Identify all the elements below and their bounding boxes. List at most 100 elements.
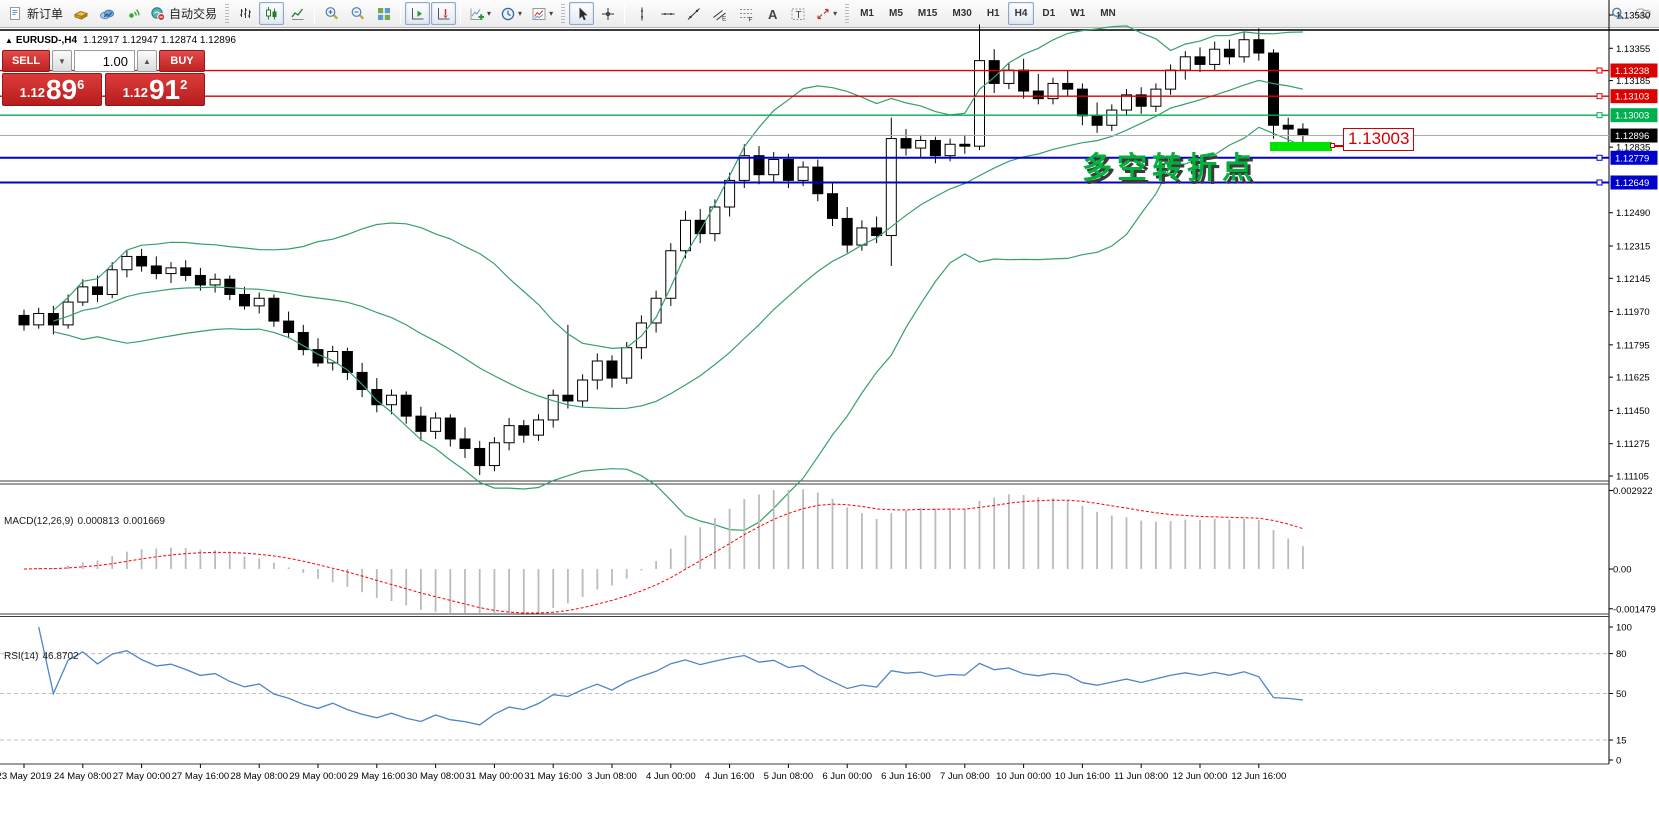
indicators-list-button[interactable]: ▾ <box>465 2 495 25</box>
price-tick-label: 1.12490 <box>1616 208 1650 219</box>
sell-button[interactable]: SELL <box>2 50 50 72</box>
crosshair-button[interactable] <box>595 2 620 25</box>
toolbar-separator <box>460 3 462 24</box>
bull-candle <box>650 297 662 324</box>
dropdown-caret-icon[interactable]: ▾ <box>833 9 838 18</box>
support-badge <box>1610 150 1658 165</box>
text-button[interactable]: A <box>759 2 784 25</box>
support-line-handle[interactable] <box>1596 179 1603 186</box>
buy-button[interactable]: BUY <box>159 50 205 72</box>
support-line-handle[interactable] <box>1596 154 1603 161</box>
timeframe-m30-button[interactable]: M30 <box>952 8 972 19</box>
bollinger-upper-band[interactable] <box>53 25 1303 350</box>
bollinger-bands[interactable] <box>53 25 1304 531</box>
dropdown-caret-icon[interactable]: ▾ <box>549 9 554 18</box>
chart-shift-button[interactable] <box>431 2 457 25</box>
timeframe-m15-button[interactable]: M15 <box>917 8 938 19</box>
macd-panel <box>23 489 1304 614</box>
pivot-price-callout[interactable]: 1.13003 <box>1343 128 1415 151</box>
bear-candle <box>753 155 765 176</box>
templates-button[interactable]: ▾ <box>527 2 557 25</box>
sell-price-display[interactable]: 1.12 89 6 <box>2 73 102 106</box>
chart-ohlc-values: 1.12917 1.12947 1.12874 1.12896 <box>83 35 236 46</box>
toolbar-separator <box>624 3 626 24</box>
resistance-line-handle[interactable] <box>1596 67 1603 74</box>
macd-axis-label: -0.001479 <box>1613 604 1656 615</box>
bull-bear-pivot-annotation[interactable]: 多空转折点 <box>1082 152 1257 185</box>
auto-scroll-button[interactable] <box>405 2 431 25</box>
bear-candle <box>1062 82 1074 90</box>
timeframe-w1-button[interactable]: W1 <box>1070 8 1086 19</box>
bear-candle <box>1194 56 1206 65</box>
time-tick-label: 12 Jun 00:00 <box>1173 771 1228 782</box>
chart-shift-icon <box>436 6 452 22</box>
bar-chart-icon <box>238 6 254 22</box>
bear-candle <box>812 166 824 195</box>
pivot-highlight-bar[interactable] <box>1270 142 1332 151</box>
rsi-axis-label: 80 <box>1616 649 1627 660</box>
fibonacci-button[interactable]: F <box>733 2 758 25</box>
timeframe-h4-button[interactable]: H4 <box>1007 2 1035 25</box>
chat-button[interactable] <box>1630 2 1655 25</box>
signals-button[interactable] <box>120 2 145 25</box>
tile-windows-button[interactable] <box>371 2 396 25</box>
bear-candle <box>180 267 192 276</box>
timeframe-h1-button[interactable]: H1 <box>986 8 1000 19</box>
volume-decrease-button[interactable]: ▼ <box>52 50 72 72</box>
new-order-button[interactable]: 新订单 <box>4 2 67 25</box>
volume-increase-button[interactable]: ▲ <box>137 50 157 72</box>
line-chart-mode-button[interactable] <box>285 2 310 25</box>
horizontal-line-button[interactable] <box>655 2 680 25</box>
cursor-button[interactable] <box>569 2 595 25</box>
equidistant-channel-button[interactable]: E <box>707 2 732 25</box>
pivot-line-handle[interactable] <box>1596 112 1603 119</box>
bull-candle <box>430 417 442 432</box>
timeframe-mn-button[interactable]: MN <box>1100 8 1116 19</box>
bull-candle <box>386 394 397 406</box>
timeframe-m1-button[interactable]: M1 <box>860 8 874 19</box>
bollinger-lower-band[interactable] <box>53 126 1304 531</box>
zoom-in-button[interactable] <box>319 2 344 25</box>
timeframe-m5-button[interactable]: M5 <box>889 8 903 19</box>
chart-symbol-title: EURUSD-,H4 <box>15 35 78 46</box>
bull-candle <box>738 155 750 181</box>
volume-input[interactable] <box>74 50 135 72</box>
collapse-trade-panel-icon[interactable]: ▲ <box>5 36 13 45</box>
price-axis[interactable]: 1.13530 1.13355 1.13185 1.12835 1.12490 1.123… <box>1609 11 1658 767</box>
vertical-line-button[interactable] <box>629 2 654 25</box>
dropdown-caret-icon[interactable]: ▾ <box>518 9 523 18</box>
auto-trading-button[interactable]: 自动交易 <box>146 2 221 25</box>
support-badge-label: 1.12649 <box>1615 178 1649 189</box>
bull-candle <box>856 227 868 246</box>
text-t-icon: T <box>790 6 806 22</box>
dropdown-caret-icon[interactable]: ▾ <box>487 9 492 18</box>
search-button[interactable] <box>1605 2 1630 25</box>
trend-line-button[interactable] <box>681 2 706 25</box>
timeframe-d1-button[interactable]: D1 <box>1042 8 1056 19</box>
bear-candle <box>268 297 280 322</box>
resistance-line-handle[interactable] <box>1596 93 1603 100</box>
bull-candle <box>915 139 927 149</box>
cloud-charts-button[interactable] <box>94 2 119 25</box>
time-tick-label: 5 Jun 08:00 <box>764 771 814 782</box>
bear-candle <box>283 320 295 333</box>
candlestick-mode-button[interactable] <box>259 2 285 25</box>
bull-candle <box>1238 39 1250 58</box>
bear-candle <box>1135 94 1147 107</box>
chart-canvas[interactable]: 1.135301.133551.131851.128351.124901.123… <box>0 0 1659 787</box>
buy-price-display[interactable]: 1.12 91 2 <box>105 73 205 106</box>
bollinger-middle-band[interactable] <box>53 79 1304 410</box>
buy-price-point: 2 <box>180 77 188 92</box>
bar-chart-mode-button[interactable] <box>233 2 258 25</box>
toolbar-separator <box>400 3 402 24</box>
bear-candle <box>444 417 456 440</box>
bear-candle <box>239 293 250 307</box>
data-window-button[interactable] <box>68 2 93 25</box>
periods-button[interactable]: ▾ <box>496 2 526 25</box>
arrows-button[interactable]: ▾ <box>811 2 841 25</box>
time-axis[interactable]: 23 May 2019 24 May 08:00 27 May 00:00 27 Ma… <box>0 764 1286 782</box>
price-tick-label: 1.11625 <box>1616 373 1650 384</box>
zoom-out-button[interactable] <box>345 2 370 25</box>
bear-candle <box>341 351 353 373</box>
text-label-button[interactable]: T <box>785 2 810 25</box>
